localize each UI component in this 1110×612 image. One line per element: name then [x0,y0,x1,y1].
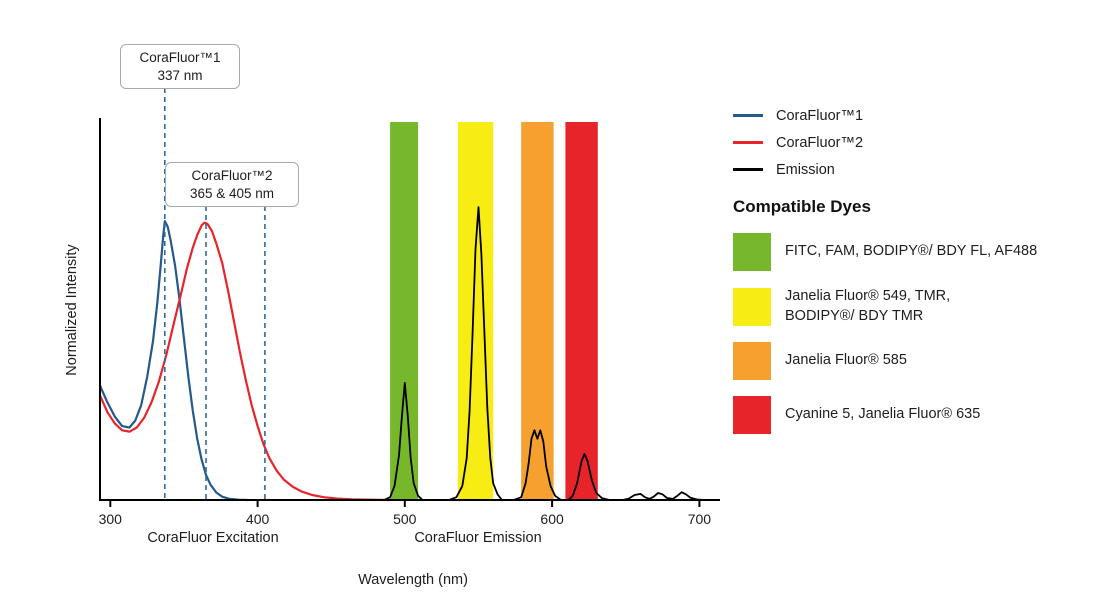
y-axis-title: Normalized Intensity [64,244,80,376]
annotation-corafluor2: CoraFluor™2 365 & 405 nm [165,162,299,208]
x-axis-ticks: 300 400 500 600 700 [99,500,712,527]
dye-list: FITC, FAM, BODIPY®/ BDY FL, AF488 Janeli… [733,233,1105,435]
red-dye-swatch [733,396,771,435]
dye-label: Cyanine 5, Janelia Fluor® 635 [785,405,980,425]
legend-label: CoraFluor™1 [776,107,864,124]
excitation-wavelength-markers [164,88,266,499]
spectra-chart: 300 400 500 600 700 Normalized Intensity Cor… [64,88,720,588]
green-dye-swatch [733,233,771,271]
legend-item-corafluor2: CoraFluor™2 [733,133,1105,152]
yellow-dye-swatch [733,287,771,326]
spectrum-curve [98,220,249,502]
emission-line-swatch [733,168,763,171]
dye-label-line: FITC, FAM, BODIPY®/ BDY FL, AF488 [785,243,1038,260]
legend-item-corafluor1: CoraFluor™1 [733,106,1105,125]
filter-band [457,122,494,500]
spectrum-curve [98,221,392,502]
x-tick-label: 300 [99,511,123,527]
dye-item-orange: Janelia Fluor® 585 [733,342,1105,381]
filter-bands [390,122,598,500]
legend-panel: CoraFluor™1 CoraFluor™2 Emission Compati… [733,106,1105,450]
dye-label-line: Janelia Fluor® 549, TMR, [785,288,951,304]
legend-label: CoraFluor™2 [776,134,864,151]
corafluor1-line-swatch [733,114,763,117]
annotation-corafluor1: CoraFluor™1 337 nm [120,44,240,90]
dye-item-yellow: Janelia Fluor® 549, TMR, BODIPY®/ BDY TM… [733,287,1105,326]
x-tick-label: 400 [246,511,270,527]
excitation-region-label: CoraFluor Excitation [147,530,278,546]
dye-item-green: FITC, FAM, BODIPY®/ BDY FL, AF488 [733,233,1105,271]
annotation-corafluor1-name: CoraFluor™1 [139,50,221,65]
dye-label: FITC, FAM, BODIPY®/ BDY FL, AF488 [785,242,1037,262]
x-tick-label: 700 [688,511,712,527]
dye-label: Janelia Fluor® 549, TMR, BODIPY®/ BDY TM… [785,287,950,326]
filter-band [390,122,419,500]
dye-label: Janelia Fluor® 585 [785,351,907,371]
x-tick-label: 500 [393,511,417,527]
annotation-corafluor2-name: CoraFluor™2 [191,168,273,183]
compatible-dyes-title: Compatible Dyes [733,197,871,216]
filter-band [521,122,554,500]
annotation-corafluor1-wavelength: 337 nm [157,67,203,83]
emission-region-label: CoraFluor Emission [414,530,541,546]
legend: CoraFluor™1 CoraFluor™2 Emission [733,106,1105,179]
x-axis-title: Wavelength (nm) [358,572,468,588]
annotation-corafluor2-wavelength: 365 & 405 nm [189,185,275,201]
orange-dye-swatch [733,342,771,381]
corafluor2-line-swatch [733,141,763,144]
dye-item-red: Cyanine 5, Janelia Fluor® 635 [733,396,1105,435]
dye-label-line: BODIPY®/ BDY TMR [785,307,924,324]
dye-label-line: Janelia Fluor® 585 [785,352,907,369]
legend-item-emission: Emission [733,160,1105,179]
dye-label-line: Cyanine 5, Janelia Fluor® 635 [785,406,981,423]
filter-band [565,122,598,500]
x-tick-label: 600 [540,511,564,527]
legend-label: Emission [776,161,835,178]
axes [99,118,720,501]
